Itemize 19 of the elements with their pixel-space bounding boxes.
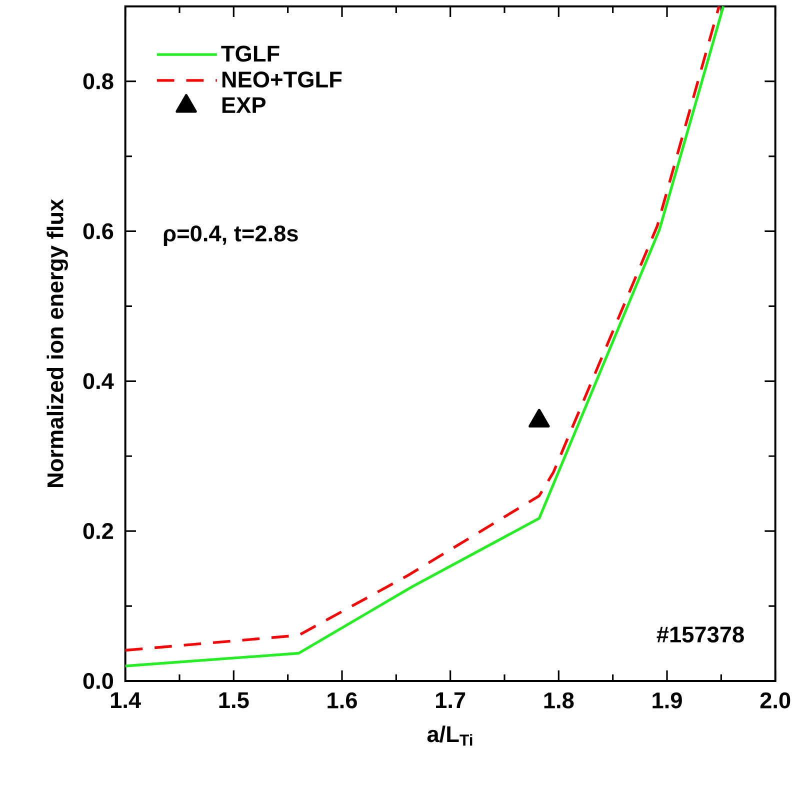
x-tick-label: 2.0 [760, 692, 790, 708]
x-tick-label: 1.8 [544, 692, 574, 708]
y-tick-label: 0.0 [83, 672, 114, 690]
x-axis-title: a/L$_{Ti}$ [427, 726, 472, 746]
y-axis-title: Normalized ion energy flux [46, 198, 68, 487]
x-tick-label: 1.9 [652, 692, 682, 708]
y-tick-label: 0.6 [83, 223, 114, 240]
y-tick-label: 0.2 [83, 523, 114, 540]
x-tick-label: 1.5 [219, 692, 249, 708]
x-tick-label: 1.6 [328, 692, 357, 708]
annotation: ρ=0.4, t=2.8s [164, 225, 298, 246]
annotation: #157378 [656, 626, 744, 643]
y-tick-label: 0.4 [83, 373, 114, 390]
legend-label: TGLF [221, 46, 280, 62]
y-tick-label: 0.8 [83, 73, 114, 90]
legend-label: EXP [222, 97, 266, 113]
legend-label: NEO+TGLF [222, 72, 342, 88]
x-tick-label: 1.4 [111, 692, 141, 708]
x-tick-label: 1.7 [436, 692, 466, 708]
